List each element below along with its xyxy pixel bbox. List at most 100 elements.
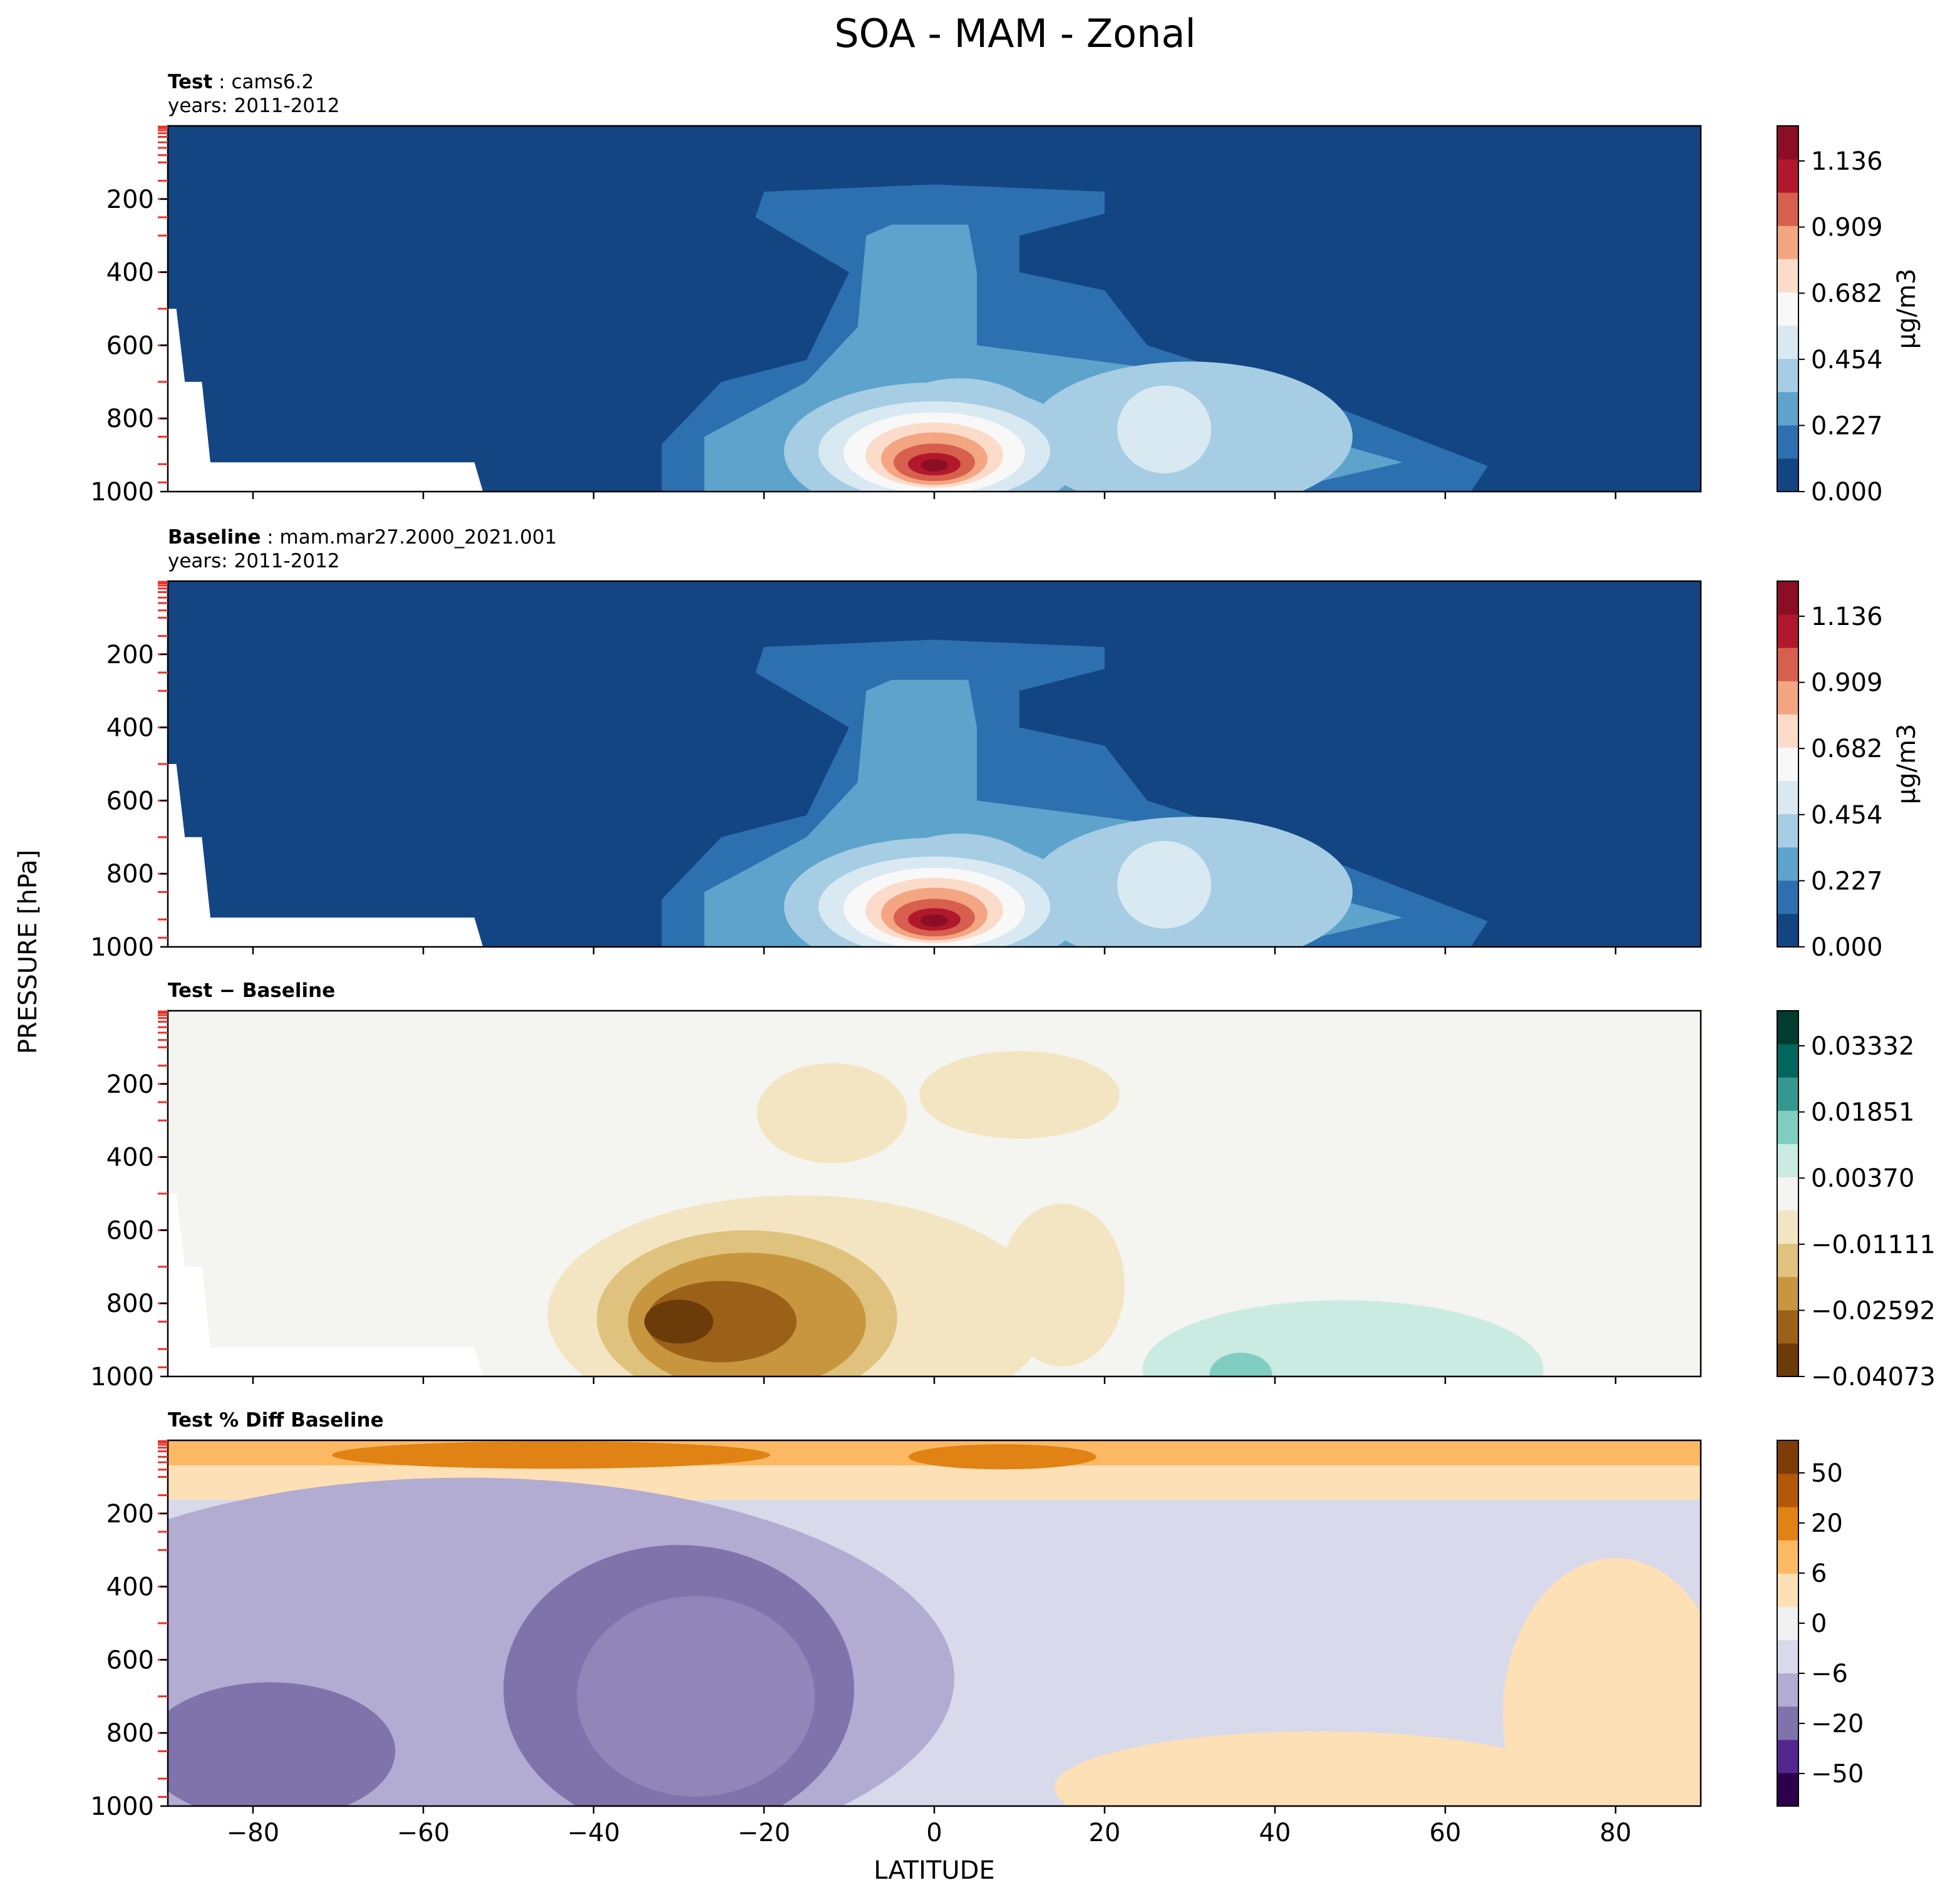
colorbar-tick-label: 0.454	[1811, 801, 1883, 830]
diff-level-1d	[999, 1204, 1125, 1366]
missing-data-region	[168, 764, 483, 947]
colorbar-segment	[1777, 1011, 1798, 1045]
panel-title: Baseline : mam.mar27.2000_2021.001	[168, 526, 557, 549]
colorbar-segment	[1777, 913, 1798, 947]
colorbar-segment	[1777, 1110, 1798, 1144]
colorbar-segment	[1777, 1177, 1798, 1211]
y-tick-label: 800	[106, 1289, 154, 1318]
y-tick-label: 800	[106, 860, 154, 889]
contour-level-10	[921, 458, 948, 472]
colorbar-segment	[1777, 681, 1798, 715]
y-tick-label: 600	[106, 331, 154, 360]
colorbar-tick-label: −0.04073	[1811, 1363, 1936, 1391]
diff-level-5	[644, 1299, 713, 1344]
colorbar-segment	[1777, 425, 1798, 459]
colorbar-segment	[1777, 780, 1798, 815]
panel-title: Test − Baseline	[168, 979, 335, 1002]
y-tick-label: 400	[106, 259, 154, 287]
panel-title: Test : cams6.2	[168, 71, 314, 93]
pct-negative-3	[168, 1682, 396, 1806]
colorbar-segment	[1777, 1309, 1798, 1344]
x-tick-label: −80	[227, 1819, 279, 1847]
colorbar-segment	[1777, 1739, 1798, 1774]
contour-level-10	[921, 914, 948, 927]
colorbar-tick-label: 0.01851	[1811, 1098, 1914, 1127]
y-tick-label: 600	[106, 787, 154, 815]
colorbar-segment	[1777, 1706, 1798, 1740]
colorbar-segment	[1777, 1507, 1798, 1541]
suptitle: SOA - MAM - Zonal	[834, 11, 1195, 56]
panel-title-bold: Test	[168, 71, 213, 93]
y-tick-label: 600	[106, 1646, 154, 1675]
colorbar-segment	[1777, 1639, 1798, 1674]
panel-title-bold: Test % Diff Baseline	[168, 1409, 384, 1432]
colorbar-tick-label: −20	[1811, 1710, 1864, 1738]
colorbar-tick-label: 0.000	[1811, 478, 1883, 507]
colorbar-tick-label: −0.02592	[1811, 1296, 1936, 1325]
x-tick-label: 0	[926, 1819, 942, 1847]
colorbar-segment	[1777, 1540, 1798, 1574]
colorbar-frame	[1777, 125, 1799, 492]
y-tick-label: 200	[106, 1500, 154, 1529]
panel-title-rest: : cams6.2	[212, 71, 314, 93]
colorbar-tick-label: 0.454	[1811, 346, 1883, 374]
y-tick-label: 200	[106, 1070, 154, 1099]
y-tick-label: 1000	[90, 478, 154, 507]
colorbar-tick-label: −0.01111	[1811, 1231, 1936, 1259]
colorbar-segment	[1777, 126, 1798, 160]
y-tick-label: 1000	[90, 1363, 154, 1391]
colorbar-segment	[1777, 747, 1798, 782]
diff-level-1c	[919, 1051, 1120, 1139]
colorbar-segment	[1777, 813, 1798, 848]
x-tick-label: 20	[1089, 1819, 1121, 1847]
colorbar-segment	[1777, 1276, 1798, 1311]
contour-level-4b	[1117, 385, 1212, 473]
colorbar-segment	[1777, 1474, 1798, 1507]
colorbar-tick-label: 0.000	[1811, 933, 1883, 962]
colorbar-tick-label: 20	[1811, 1509, 1843, 1538]
colorbar-segment	[1777, 1673, 1798, 1707]
x-tick-label: 40	[1259, 1819, 1291, 1847]
colorbar-segment	[1777, 458, 1798, 492]
pct-upper-peak-1	[332, 1441, 770, 1469]
colorbar-label: μg/m3	[1892, 724, 1921, 805]
colorbar-tick-label: 50	[1811, 1459, 1843, 1488]
y-tick-label: 1000	[90, 933, 154, 962]
x-tick-label: −20	[738, 1819, 790, 1847]
y-tick-label: 800	[106, 1719, 154, 1748]
colorbar-segment	[1777, 880, 1798, 914]
colorbar-tick-label: 0.227	[1811, 411, 1883, 440]
colorbar-segment	[1777, 159, 1798, 193]
panel-subtitle: years: 2011-2012	[168, 95, 340, 117]
colorbar-tick-label: 0.00370	[1811, 1164, 1914, 1193]
colorbar-segment	[1777, 325, 1798, 359]
pct-positive-lower	[1055, 1731, 1581, 1806]
colorbar-tick-label: 0.909	[1811, 669, 1883, 698]
shared-y-axis-label: PRESSURE [hPa]	[14, 850, 43, 1054]
colorbar-tick-label: 0.682	[1811, 279, 1883, 308]
colorbar-tick-label: −6	[1811, 1660, 1848, 1688]
colorbar-segment	[1777, 292, 1798, 326]
pct-negative-4	[577, 1596, 815, 1797]
panel-title-bold: Test − Baseline	[168, 979, 335, 1002]
colorbar-tick-label: 0.227	[1811, 867, 1883, 896]
shared-x-axis-label: LATITUDE	[874, 1856, 994, 1885]
y-tick-label: 200	[106, 641, 154, 669]
colorbar-segment	[1777, 1606, 1798, 1641]
diff-positive-1	[1142, 1300, 1544, 1376]
colorbar-segment	[1777, 259, 1798, 292]
colorbar-segment	[1777, 1772, 1798, 1807]
panel-subtitle: years: 2011-2012	[168, 550, 340, 572]
y-tick-label: 1000	[90, 1792, 154, 1821]
x-tick-label: 60	[1430, 1819, 1462, 1847]
missing-data-region	[168, 1194, 483, 1376]
colorbar-segment	[1777, 358, 1798, 393]
colorbar-tick-label: 0.03332	[1811, 1032, 1914, 1061]
y-tick-label: 400	[106, 1144, 154, 1172]
pct-positive-right	[1503, 1558, 1701, 1806]
colorbar-label: μg/m3	[1892, 269, 1921, 349]
panel-2: 200 400 600 800 1000 Baseline : mam.mar27.200…	[90, 526, 1921, 962]
